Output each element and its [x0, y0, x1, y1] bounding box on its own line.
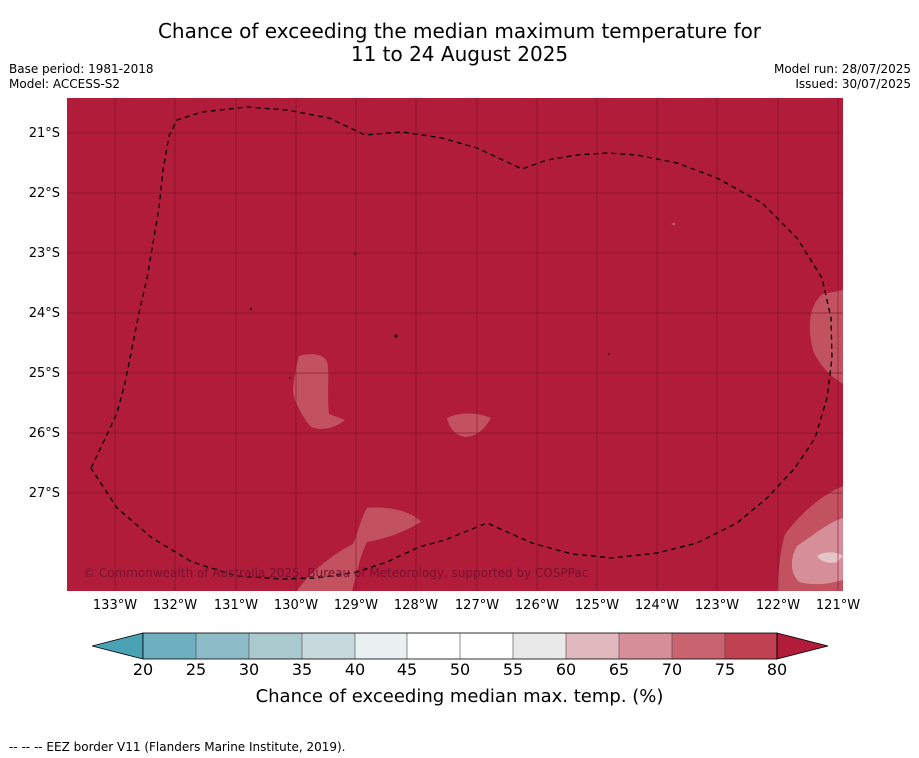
- eez-legend-note: -- -- -- EEZ border V11 (Flanders Marine…: [9, 740, 346, 754]
- patch-65-75-east: [809, 290, 843, 384]
- colorbar-seg-60-65: [566, 633, 619, 659]
- colorbar-seg-40-45: [355, 633, 407, 659]
- colorbar-tick-30: 30: [238, 660, 260, 679]
- lon-label-121w: 121°W: [815, 598, 861, 613]
- model-text: Model: ACCESS-S2: [9, 77, 121, 91]
- colorbar-frame: [142, 632, 778, 660]
- probability-map: © Commonwealth of Australia 2025, Bureau…: [67, 98, 843, 591]
- base-period-text: Base period: 1981-2018: [9, 62, 154, 76]
- model-run-text: Model run: 28/07/2025: [773, 62, 911, 76]
- colorbar-tick-50: 50: [449, 660, 471, 679]
- lat-label-26s: 26°S: [28, 426, 60, 441]
- colorbar-seg-25-30: [196, 633, 249, 659]
- patch-65-75-small: [447, 413, 491, 437]
- lon-label-131w: 131°W: [213, 598, 259, 613]
- colorbar-seg-70-75: [672, 633, 725, 659]
- colorbar-tick-65: 65: [608, 660, 630, 679]
- colorbar-seg-45-50: [407, 633, 460, 659]
- patch-65-75-center: [292, 354, 345, 429]
- lat-label-27s: 27°S: [28, 486, 60, 501]
- patch-small-north: [671, 222, 675, 226]
- map-title-line2: 11 to 24 August 2025: [350, 42, 569, 66]
- colorbar-tick-70: 70: [661, 660, 683, 679]
- colorbar-tick-55: 55: [502, 660, 524, 679]
- lon-label-124w: 124°W: [634, 598, 680, 613]
- lon-label-127w: 127°W: [454, 598, 500, 613]
- colorbar: [92, 632, 829, 660]
- colorbar-seg-55-60: [513, 633, 566, 659]
- colorbar-low-extend: [92, 632, 144, 660]
- colorbar-tick-20: 20: [132, 660, 154, 679]
- eez-border: [90, 106, 833, 580]
- meta-left: Base period: 1981-2018 Model: ACCESS-S2: [9, 62, 154, 92]
- colorbar-tick-35: 35: [291, 660, 313, 679]
- lat-label-21s: 21°S: [28, 126, 60, 141]
- patch-60-65-southeast: [791, 518, 843, 585]
- lat-label-24s: 24°S: [28, 306, 60, 321]
- lon-label-126w: 126°W: [514, 598, 560, 613]
- patch-65-75-south: [297, 507, 421, 591]
- graticule: [67, 98, 843, 591]
- colorbar-tick-75: 75: [714, 660, 736, 679]
- lon-label-128w: 128°W: [393, 598, 439, 613]
- islands: [250, 253, 610, 379]
- lat-label-25s: 25°S: [28, 366, 60, 381]
- colorbar-seg-35-40: [302, 633, 355, 659]
- lon-label-129w: 129°W: [333, 598, 379, 613]
- colorbar-tick-60: 60: [555, 660, 577, 679]
- meta-right: Model run: 28/07/2025 Issued: 30/07/2025: [774, 62, 911, 92]
- lon-label-125w: 125°W: [574, 598, 620, 613]
- colorbar-tick-45: 45: [396, 660, 418, 679]
- colorbar-seg-50-55: [460, 633, 513, 659]
- lon-label-133w: 133°W: [92, 598, 138, 613]
- lat-label-23s: 23°S: [28, 246, 60, 261]
- lon-label-123w: 123°W: [694, 598, 740, 613]
- lat-label-22s: 22°S: [28, 186, 60, 201]
- colorbar-dividers: [195, 633, 726, 659]
- issued-text: Issued: 30/07/2025: [795, 77, 911, 91]
- lon-label-130w: 130°W: [273, 598, 319, 613]
- copyright-notice: © Commonwealth of Australia 2025, Bureau…: [83, 566, 589, 580]
- colorbar-high-extend: [776, 632, 829, 660]
- colorbar-seg-30-35: [249, 633, 302, 659]
- lon-label-122w: 122°W: [755, 598, 801, 613]
- patch-55-60-southeast: [817, 552, 843, 563]
- colorbar-seg-75-80: [725, 633, 777, 659]
- colorbar-tick-80: 80: [766, 660, 788, 679]
- map-layers: [67, 98, 843, 591]
- colorbar-tick-25: 25: [185, 660, 207, 679]
- map-title-line1: Chance of exceeding the median maximum t…: [157, 19, 762, 43]
- colorbar-seg-20-25: [143, 633, 196, 659]
- lon-label-132w: 132°W: [152, 598, 198, 613]
- colorbar-label: Chance of exceeding median max. temp. (%…: [255, 686, 664, 707]
- colorbar-seg-65-70: [619, 633, 672, 659]
- colorbar-tick-40: 40: [344, 660, 366, 679]
